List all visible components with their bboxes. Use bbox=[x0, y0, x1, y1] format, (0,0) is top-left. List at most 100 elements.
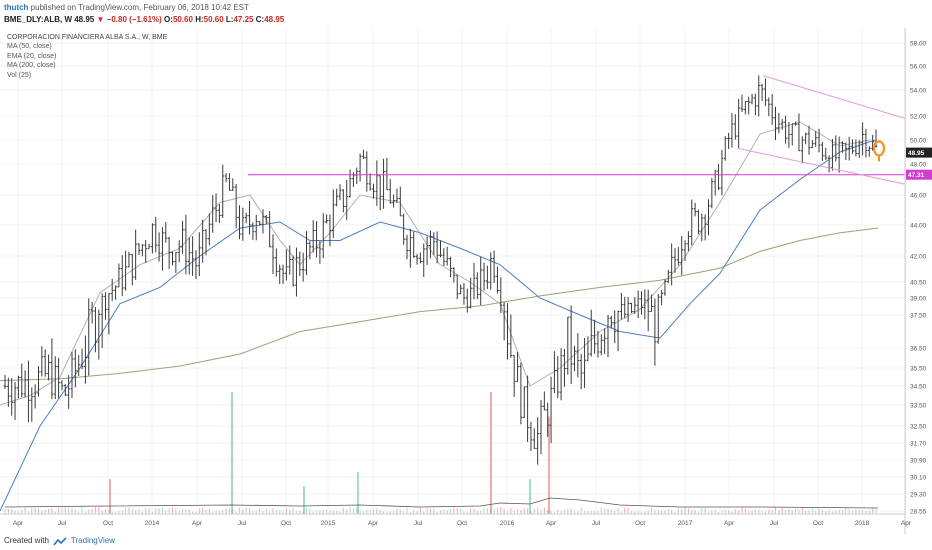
price-axis[interactable]: 58.00 56.00 54.00 52.00 50.00 48.00 46.00 44.00… bbox=[906, 41, 932, 516]
ohlc-bar bbox=[857, 140, 861, 158]
ohlc-bar bbox=[368, 173, 372, 191]
tradingview-brand[interactable]: TradingView bbox=[70, 536, 115, 545]
ohlc-bar bbox=[727, 132, 730, 149]
ohlc-bar bbox=[717, 164, 720, 191]
ohlc-bar bbox=[576, 332, 580, 378]
ohlc-bar bbox=[465, 288, 469, 313]
channel-upper-line[interactable] bbox=[762, 75, 906, 119]
ohlc-bar bbox=[697, 209, 700, 235]
tradingview-logo-icon bbox=[53, 536, 67, 545]
ohlc-bar bbox=[288, 245, 292, 275]
y-tick-label: 36.50 bbox=[910, 346, 927, 353]
ohlc-bar bbox=[606, 314, 610, 358]
ohlc-bar bbox=[542, 391, 546, 411]
x-tick-label: Apr bbox=[368, 520, 379, 527]
ohlc-bar bbox=[810, 140, 814, 149]
ohlc-bar bbox=[730, 113, 734, 148]
ohlc-bar bbox=[532, 428, 536, 450]
time-axis[interactable]: Apr Jul Oct 2014 Apr Jul Oct 2015 Apr Jul Oct 2016 A… bbox=[13, 520, 912, 527]
ohlc-bar bbox=[589, 309, 593, 357]
ohlc-bar bbox=[760, 83, 764, 102]
ohlc-bar bbox=[814, 131, 818, 147]
ohlc-bar bbox=[754, 93, 757, 116]
ohlc-bar bbox=[63, 383, 67, 396]
ohlc-bar bbox=[201, 219, 205, 263]
ohlc-bar bbox=[432, 232, 436, 256]
ohlc-bar bbox=[536, 417, 540, 465]
ohlc-bar bbox=[298, 251, 302, 276]
ohlc-bar bbox=[482, 262, 486, 291]
y-tick-label: 46.00 bbox=[910, 193, 927, 200]
ohlc-bar bbox=[228, 173, 231, 191]
svg-text:47.31: 47.31 bbox=[908, 172, 925, 179]
y-tick-label: 28.55 bbox=[910, 509, 927, 516]
ohlc-bar bbox=[258, 221, 261, 226]
open-label: O: bbox=[164, 15, 173, 24]
ohlc-bar bbox=[740, 94, 744, 113]
ma200-line bbox=[0, 227, 879, 382]
ohlc-bar bbox=[164, 222, 168, 243]
footer: Created with TradingView bbox=[4, 534, 115, 548]
legend-title: CORPORACION FINANCIERA ALBA S.A., W, BME bbox=[7, 34, 168, 41]
legend-item[interactable]: EMA (20, close) bbox=[7, 52, 57, 60]
price-chart[interactable]: 58.00 56.00 54.00 52.00 50.00 48.00 46.00 44.00… bbox=[0, 28, 932, 534]
ohlc-bar bbox=[134, 229, 138, 280]
ohlc-bar bbox=[268, 211, 272, 248]
ohlc-bar bbox=[328, 214, 332, 247]
ohlc-bar bbox=[559, 348, 563, 401]
ohlc-bar bbox=[167, 236, 171, 270]
ohlc-bar bbox=[378, 175, 382, 211]
ohlc-bar bbox=[30, 387, 34, 422]
ohlc-bar bbox=[90, 301, 94, 324]
low-value: 47.25 bbox=[233, 15, 254, 24]
ohlc-bar bbox=[666, 269, 670, 284]
ohlc-bar bbox=[362, 149, 365, 160]
y-tick-label: 40.50 bbox=[910, 280, 927, 287]
legend-item[interactable]: MA (50, close) bbox=[7, 43, 52, 51]
ohlc-bar bbox=[184, 214, 188, 275]
ohlc-bar bbox=[204, 229, 208, 256]
ohlc-bar bbox=[693, 202, 697, 217]
ohlc-bar bbox=[603, 328, 607, 355]
ohlc-bar bbox=[613, 310, 617, 344]
ohlc-bar bbox=[84, 335, 87, 384]
y-tick-label: 58.00 bbox=[910, 41, 927, 48]
ohlc-bar bbox=[234, 184, 238, 229]
ohlc-bar bbox=[392, 194, 395, 208]
x-tick-label: Apr bbox=[901, 520, 912, 527]
legend-item[interactable]: MA (200, close) bbox=[7, 62, 56, 70]
x-tick-label: Oct bbox=[103, 520, 113, 527]
ohlc-bar bbox=[767, 97, 771, 117]
ema20-line bbox=[0, 121, 871, 406]
ohlc-bar bbox=[569, 305, 573, 384]
ohlc-bar bbox=[47, 354, 50, 381]
ohlc-bar bbox=[130, 254, 134, 286]
ohlc-bar bbox=[630, 302, 633, 314]
ohlc-bar bbox=[241, 207, 245, 241]
ohlc-bar bbox=[171, 251, 174, 266]
ohlc-bar bbox=[546, 402, 550, 437]
ohlc-bar bbox=[429, 230, 432, 259]
x-tick-label: Oct bbox=[635, 520, 645, 527]
ohlc-bar bbox=[221, 164, 225, 218]
ohlc-bar bbox=[653, 298, 657, 366]
ohlc-bar bbox=[790, 123, 794, 146]
ohlc-bar bbox=[194, 250, 198, 280]
ohlc-bar bbox=[449, 256, 452, 278]
author-name[interactable]: thutch bbox=[4, 3, 29, 12]
ohlc-bar bbox=[285, 249, 288, 281]
ohlc-bar bbox=[633, 297, 637, 315]
ohlc-bar bbox=[821, 141, 824, 161]
x-tick-label: Apr bbox=[192, 520, 203, 527]
ohlc-bar bbox=[100, 293, 104, 349]
ohlc-bar bbox=[663, 279, 667, 296]
channel-lower-line[interactable] bbox=[737, 147, 906, 185]
legend-item[interactable]: Vol (25) bbox=[7, 71, 32, 79]
open-value: 50.60 bbox=[172, 15, 193, 24]
ohlc-bar bbox=[459, 284, 462, 295]
ohlc-bar bbox=[435, 231, 439, 264]
ohlc-bar bbox=[10, 378, 14, 416]
ohlc-bar bbox=[43, 349, 47, 377]
ohlc-bar bbox=[469, 277, 473, 309]
y-tick-label: 44.00 bbox=[910, 223, 927, 230]
